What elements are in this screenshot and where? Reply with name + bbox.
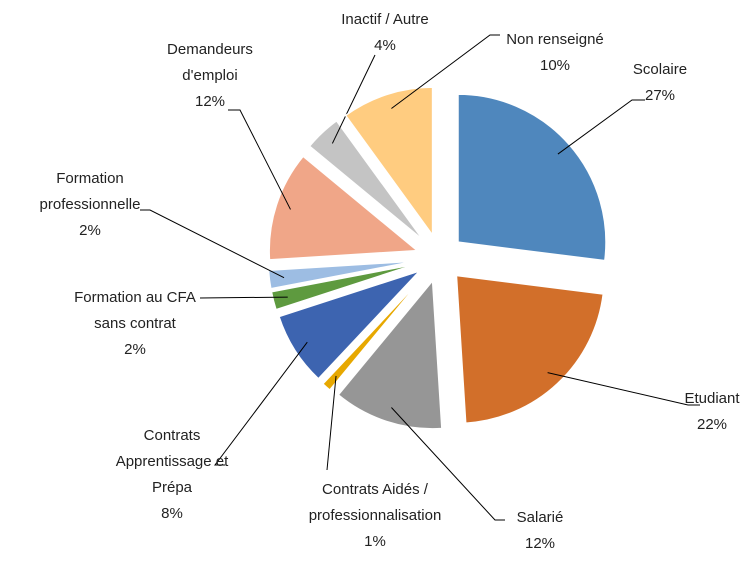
slice-value: 2% [79, 222, 101, 239]
leader-line [213, 341, 308, 466]
leader-line [228, 109, 291, 210]
leader-line [391, 34, 500, 109]
pie-slice [308, 119, 425, 242]
leader-line [326, 375, 337, 471]
slice-value: 10% [539, 57, 571, 74]
slice-label: Formation au CFA sans contrat [74, 289, 196, 332]
leader-line [547, 372, 700, 406]
leader-line [557, 99, 645, 155]
leader-line [391, 407, 505, 521]
slice-label: Non renseigné [506, 31, 604, 48]
slice-label: Demandeurs d'emploi [167, 41, 253, 84]
slice-label: Contrats Aidés / professionnalisation [308, 481, 442, 524]
pie-slice [344, 86, 434, 238]
slice-label: Scolaire [632, 61, 688, 78]
slice-label: Formation professionnelle [39, 170, 141, 213]
pie-slice [457, 93, 607, 262]
slice-label: Contrats Apprentissage et Prépa [115, 427, 229, 496]
pie-slice [337, 278, 443, 430]
pie-slice [321, 275, 425, 392]
leader-line [199, 296, 288, 299]
pie-slice [268, 155, 420, 261]
slice-label: Etudiant [684, 390, 740, 407]
pie-slice [270, 263, 417, 311]
slice-value: 12% [194, 93, 226, 110]
leader-line [140, 209, 285, 279]
slice-value: 8% [161, 505, 183, 522]
slice-value: 4% [374, 37, 396, 54]
slice-value: 2% [124, 341, 146, 358]
pie-slice [278, 270, 421, 380]
slice-label: Salarié [516, 509, 564, 526]
slice-value: 22% [696, 416, 728, 433]
pie-slice [455, 274, 605, 424]
slice-value: 12% [524, 535, 556, 552]
slice-label: Inactif / Autre [341, 11, 429, 28]
slice-value: 1% [364, 533, 386, 550]
slice-value: 27% [644, 87, 676, 104]
leader-line [331, 54, 376, 144]
